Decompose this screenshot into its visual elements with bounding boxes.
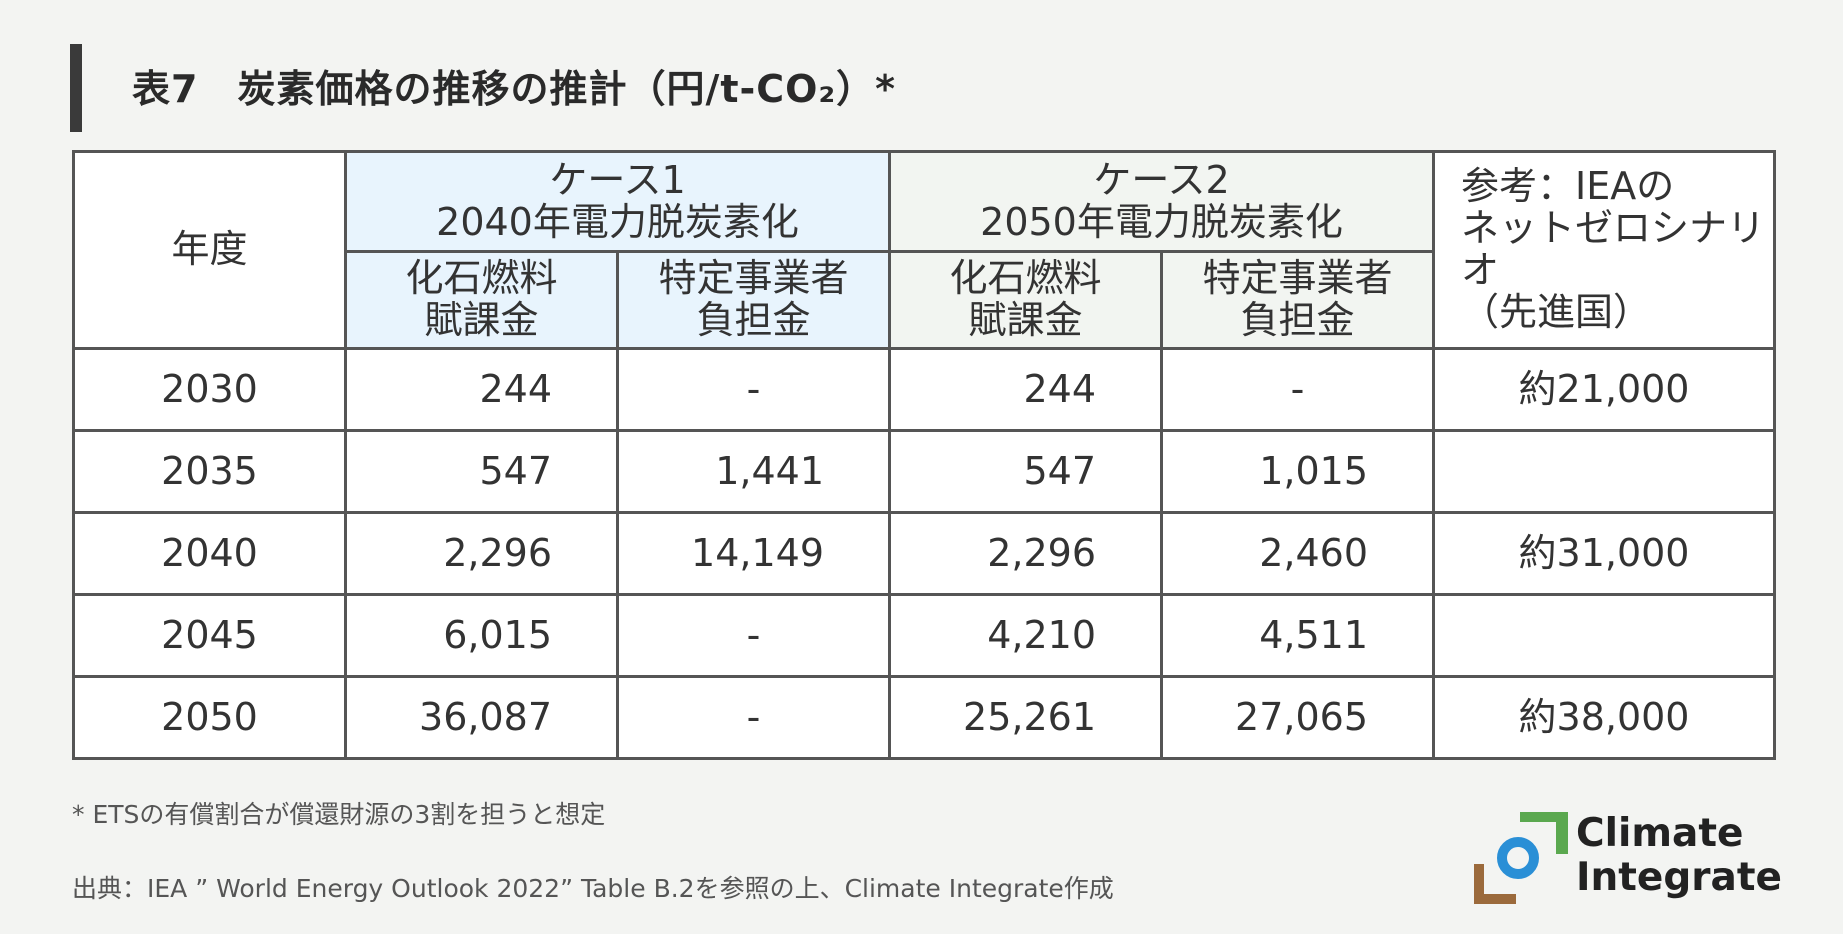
cell-c2-fossil: 244 bbox=[888, 347, 1163, 432]
cell-c1-fossil: 2,296 bbox=[344, 511, 619, 596]
table-row: 2030 244 - 244 - 約21,000 bbox=[72, 347, 1776, 432]
header-case2-fossil: 化石燃料 賦課金 bbox=[888, 250, 1163, 350]
table-row: 2045 6,015 - 4,210 4,511 bbox=[72, 593, 1776, 678]
ref-line-3: （先進国） bbox=[1461, 289, 1652, 334]
cell-c1-fossil: 244 bbox=[344, 347, 619, 432]
table-row: 2040 2,296 14,149 2,296 2,460 約31,000 bbox=[72, 511, 1776, 596]
source-note: 出典：IEA ” World Energy Outlook 2022” Tabl… bbox=[72, 874, 1114, 903]
fossil-line-1: 化石燃料 bbox=[949, 256, 1102, 301]
header-case2-specific: 特定事業者 負担金 bbox=[1160, 250, 1435, 350]
logo-mark-icon bbox=[1472, 810, 1568, 906]
cell-c1-fossil: 6,015 bbox=[344, 593, 619, 678]
cell-reference: 約21,000 bbox=[1432, 347, 1776, 432]
cell-c1-fossil: 547 bbox=[344, 429, 619, 514]
header-year: 年度 bbox=[72, 150, 347, 350]
fossil-line-2: 賦課金 bbox=[424, 298, 539, 342]
case1-title: ケース1 bbox=[549, 157, 686, 202]
fossil-line-1: 化石燃料 bbox=[405, 256, 558, 301]
case1-subtitle: 2040年電力脱炭素化 bbox=[436, 199, 799, 244]
logo-wordmark: Climate Integrate bbox=[1576, 812, 1782, 900]
specific-line-1: 特定事業者 bbox=[1202, 256, 1393, 301]
logo-line-1: Climate bbox=[1576, 811, 1744, 856]
table-row: 2050 36,087 - 25,261 27,065 約38,000 bbox=[72, 675, 1776, 760]
cell-reference bbox=[1432, 593, 1776, 678]
title-accent-bar bbox=[70, 44, 82, 132]
climate-integrate-logo: Climate Integrate bbox=[1472, 810, 1782, 906]
logo-line-2: Integrate bbox=[1576, 855, 1782, 900]
ref-line-2: ネットゼロシナリオ bbox=[1461, 206, 1766, 292]
header-case1-fossil: 化石燃料 賦課金 bbox=[344, 250, 619, 350]
header-case1: ケース1 2040年電力脱炭素化 bbox=[344, 150, 891, 253]
carbon-price-table: 年度 ケース1 2040年電力脱炭素化 ケース2 2050年電力脱炭素化 参考：… bbox=[72, 150, 1776, 760]
cell-c2-fossil: 547 bbox=[888, 429, 1163, 514]
cell-c2-specific: 27,065 bbox=[1160, 675, 1435, 760]
cell-year: 2040 bbox=[72, 511, 347, 596]
specific-line-2: 負担金 bbox=[696, 298, 811, 342]
header-case2: ケース2 2050年電力脱炭素化 bbox=[888, 150, 1435, 253]
table-row: 2035 547 1,441 547 1,015 bbox=[72, 429, 1776, 514]
cell-c2-fossil: 2,296 bbox=[888, 511, 1163, 596]
cell-c1-specific: 1,441 bbox=[616, 429, 891, 514]
cell-c2-fossil: 4,210 bbox=[888, 593, 1163, 678]
cell-year: 2030 bbox=[72, 347, 347, 432]
cell-reference bbox=[1432, 429, 1776, 514]
cell-c2-fossil: 25,261 bbox=[888, 675, 1163, 760]
footnote: * ETSの有償割合が償還財源の3割を担うと想定 bbox=[72, 800, 606, 829]
page-title: 表7 炭素価格の推移の推計（円/t-CO₂）* bbox=[132, 67, 896, 111]
case2-subtitle: 2050年電力脱炭素化 bbox=[980, 199, 1343, 244]
cell-reference: 約38,000 bbox=[1432, 675, 1776, 760]
header-reference: 参考：IEAの ネットゼロシナリオ （先進国） bbox=[1432, 150, 1776, 350]
cell-c1-specific: - bbox=[616, 347, 891, 432]
fossil-line-2: 賦課金 bbox=[968, 298, 1083, 342]
cell-c1-specific: 14,149 bbox=[616, 511, 891, 596]
cell-reference: 約31,000 bbox=[1432, 511, 1776, 596]
header-case1-specific: 特定事業者 負担金 bbox=[616, 250, 891, 350]
cell-c2-specific: 4,511 bbox=[1160, 593, 1435, 678]
cell-year: 2050 bbox=[72, 675, 347, 760]
case2-title: ケース2 bbox=[1093, 157, 1230, 202]
cell-c1-fossil: 36,087 bbox=[344, 675, 619, 760]
specific-line-1: 特定事業者 bbox=[658, 256, 849, 301]
cell-year: 2045 bbox=[72, 593, 347, 678]
cell-c1-specific: - bbox=[616, 675, 891, 760]
specific-line-2: 負担金 bbox=[1240, 298, 1355, 342]
cell-c2-specific: - bbox=[1160, 347, 1435, 432]
ref-line-1: 参考：IEAの bbox=[1461, 164, 1675, 209]
cell-year: 2035 bbox=[72, 429, 347, 514]
cell-c2-specific: 2,460 bbox=[1160, 511, 1435, 596]
cell-c2-specific: 1,015 bbox=[1160, 429, 1435, 514]
cell-c1-specific: - bbox=[616, 593, 891, 678]
